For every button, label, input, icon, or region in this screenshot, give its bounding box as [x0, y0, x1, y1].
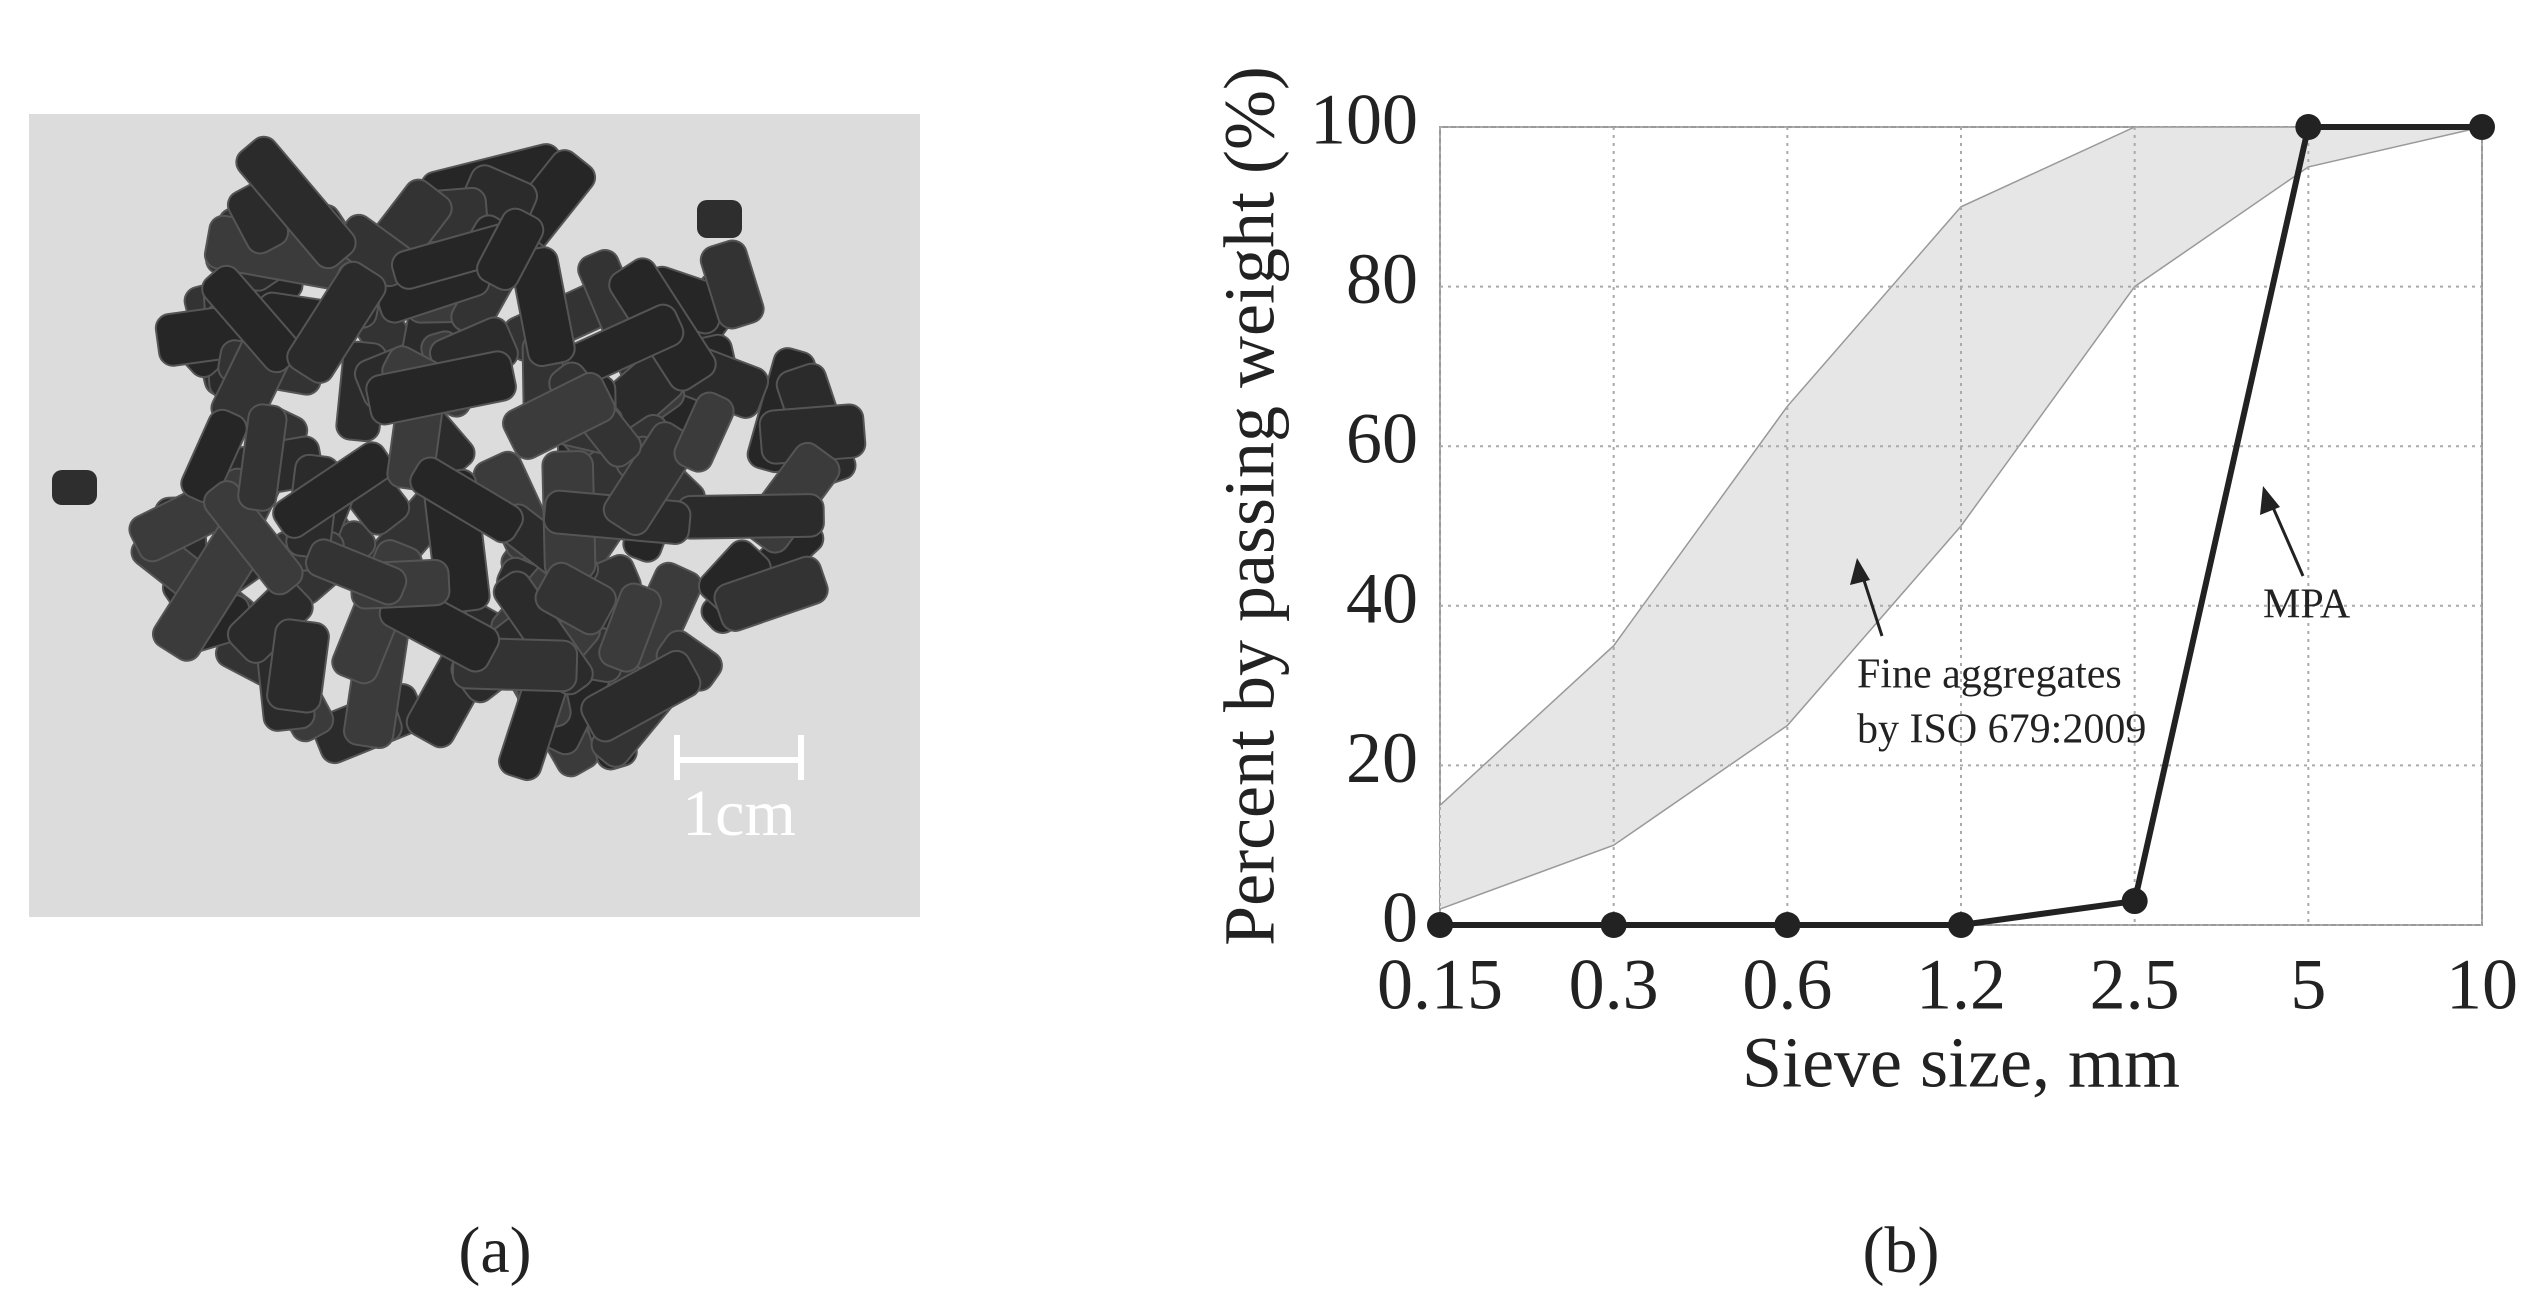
pellet: [304, 538, 408, 606]
marker: [1600, 912, 1627, 938]
y-axis-label: Percent by passing weight (%): [1210, 66, 1290, 946]
pellet: [598, 582, 663, 673]
legend-label: MPA: [2263, 582, 2351, 628]
pellet: [52, 470, 97, 505]
marker: [1427, 912, 1453, 938]
y-tick-label: 40: [1346, 558, 1418, 638]
annotation: by ISO 679:2009: [1857, 707, 2146, 753]
pellet: [502, 371, 616, 460]
pellet: [180, 408, 248, 504]
caption: (b): [1863, 1214, 1940, 1287]
y-tick-label: 80: [1346, 239, 1418, 319]
pellet: [476, 207, 545, 291]
marker: [2121, 888, 2148, 915]
y-tick-label: 100: [1310, 80, 1418, 160]
x-axis-label: Sieve size, mm: [1742, 1023, 2180, 1103]
y-tick-label: 0: [1382, 878, 1418, 958]
chart: 0 20 40 60 80 100 0.15 0.3 0.6 1.2 2.5 5 10 Sieve siz…: [1210, 66, 2518, 1102]
arrow-head: [1850, 558, 1870, 585]
marker: [1948, 912, 1974, 938]
caption: (a): [458, 1214, 531, 1287]
photo: 1cm: [29, 114, 920, 917]
x-tick-label: 10: [2446, 945, 2518, 1025]
scale-label: 1cm: [682, 777, 796, 850]
pellet: [713, 555, 829, 632]
pellet: [286, 260, 387, 384]
x-tick-label: 2.5: [2090, 945, 2180, 1025]
pellet: [409, 456, 524, 544]
marker: [2469, 114, 2495, 140]
pellet: [365, 350, 517, 426]
annotation: Fine aggregates: [1857, 652, 2122, 698]
band-boundary: [1439, 126, 2483, 910]
y-tick-label: 60: [1346, 399, 1418, 479]
pellet: [203, 480, 304, 596]
pellet: [697, 200, 742, 238]
pellet: [534, 561, 617, 636]
pellet: [675, 493, 825, 540]
x-tick-label: 1.2: [1916, 945, 2006, 1025]
pellet: [237, 403, 288, 512]
pellet: [235, 135, 357, 270]
y-tick-label: 20: [1346, 718, 1418, 798]
pellet: [699, 239, 765, 330]
marker: [1774, 912, 1801, 938]
pellet: [602, 421, 698, 536]
arrow-head: [2260, 486, 2280, 515]
x-tick-label: 0.6: [1742, 945, 1832, 1025]
x-tick-label: 0.15: [1377, 945, 1503, 1025]
pellet: [673, 391, 735, 473]
pellet: [580, 649, 702, 743]
marker: [2295, 114, 2322, 140]
x-tick-label: 0.3: [1569, 945, 1659, 1025]
pellet: [266, 618, 330, 714]
pellet: [272, 441, 395, 539]
band-area: [1440, 127, 2482, 910]
x-tick-label: 5: [2290, 945, 2326, 1025]
